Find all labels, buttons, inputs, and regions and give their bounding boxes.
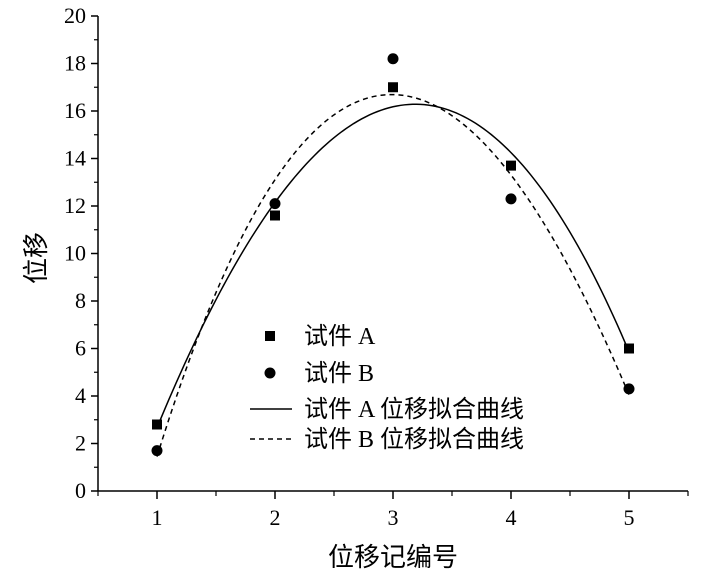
y-tick-label: 12 xyxy=(64,193,86,218)
data-point-circle xyxy=(505,193,517,205)
legend-label-series-a: 试件 A xyxy=(304,323,376,350)
legend: 试件 A 试件 B 试件 A 位移拟合曲线 试件 B 位移拟合曲线 xyxy=(250,323,524,453)
data-point-square xyxy=(506,160,516,171)
fit-curves xyxy=(156,93,630,457)
y-axis-label: 位移 xyxy=(22,232,51,284)
data-point-square xyxy=(270,210,280,221)
fit-curve-b xyxy=(156,93,630,457)
y-tick-label: 8 xyxy=(75,288,86,313)
legend-label-series-b: 试件 B xyxy=(304,360,374,387)
data-point-circle xyxy=(387,53,399,65)
x-axis-label: 位移记编号 xyxy=(328,543,458,572)
x-tick-label: 4 xyxy=(506,505,517,530)
data-point-circle xyxy=(623,383,635,395)
data-point-circle xyxy=(269,198,281,210)
legend-label-fit-b: 试件 B 位移拟合曲线 xyxy=(304,426,524,453)
legend-square-marker xyxy=(265,331,275,341)
x-tick-label: 1 xyxy=(152,505,163,530)
y-tick-label: 10 xyxy=(64,241,86,266)
data-markers xyxy=(151,53,635,457)
y-tick-label: 4 xyxy=(75,383,86,408)
legend-label-fit-a: 试件 A 位移拟合曲线 xyxy=(304,396,524,423)
legend-circle-marker xyxy=(264,367,276,379)
y-tick-label: 2 xyxy=(75,431,86,456)
data-point-square xyxy=(152,419,162,430)
y-tick-label: 14 xyxy=(64,146,86,171)
x-tick-label: 3 xyxy=(388,505,399,530)
y-tick-label: 20 xyxy=(64,3,86,28)
fit-curve-a xyxy=(156,103,630,429)
x-ticks: 1 2 3 4 5 xyxy=(97,491,689,530)
data-point-circle xyxy=(151,445,163,457)
x-tick-label: 2 xyxy=(270,505,281,530)
y-tick-label: 6 xyxy=(75,336,86,361)
data-point-square xyxy=(388,82,398,93)
data-point-square xyxy=(624,343,634,354)
x-tick-label: 5 xyxy=(624,505,635,530)
y-ticks: 0 2 4 6 8 10 12 14 16 18 20 xyxy=(64,3,98,503)
y-tick-label: 0 xyxy=(75,478,86,503)
y-tick-label: 18 xyxy=(64,51,86,76)
y-tick-label: 16 xyxy=(64,98,86,123)
